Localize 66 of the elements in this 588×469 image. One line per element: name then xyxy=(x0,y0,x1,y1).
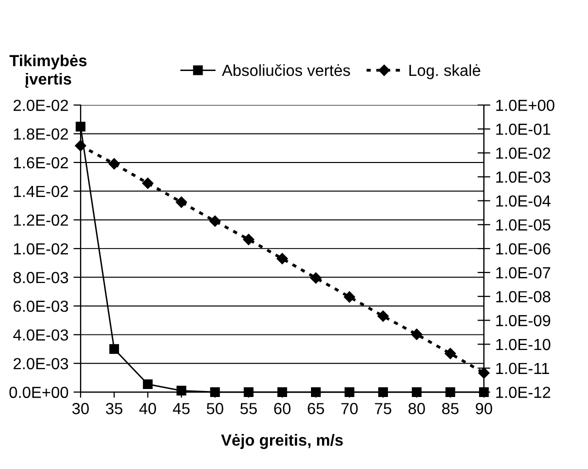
x-tick-label: 80 xyxy=(408,402,425,414)
point xyxy=(378,387,388,397)
y2-tick-label: 1.0E-06 xyxy=(496,243,550,255)
point xyxy=(310,272,322,284)
x-tick-label: 60 xyxy=(274,402,290,414)
point xyxy=(276,253,288,264)
y-tick-label: 8.0E-03 xyxy=(14,272,68,284)
y-tick-label: 1.4E-02 xyxy=(14,186,68,198)
x-tick-label: 50 xyxy=(206,402,224,414)
y-tick-label: 2.0E-02 xyxy=(14,100,68,111)
y2-tick-label: 1.0E-05 xyxy=(496,219,550,231)
point xyxy=(142,379,153,390)
x-axis-title: Vėjo greitis, m/s xyxy=(221,434,343,450)
y-tick-label: 4.0E-03 xyxy=(13,329,68,341)
x-tick-label: 45 xyxy=(172,403,190,414)
y2-tick-label: 1.0E-12 xyxy=(496,386,550,398)
x-tick-label: 75 xyxy=(375,403,392,414)
legend-label: Absoliučios vertės xyxy=(222,64,350,76)
y2-tick-label: 1.0E-03 xyxy=(496,171,550,183)
point xyxy=(445,387,456,397)
point xyxy=(310,387,321,397)
point xyxy=(74,140,86,152)
y2-tick-label: 1.0E-09 xyxy=(496,314,550,326)
point xyxy=(76,122,86,132)
y2-tick-label: 1.0E-01 xyxy=(496,124,550,135)
point xyxy=(411,328,422,340)
y-axis-title: Tikimybės įvertis xyxy=(10,54,87,88)
point xyxy=(344,291,356,303)
y2-tick-label: 1.0E-10 xyxy=(496,338,550,350)
y2-tick-label: 1.0E-07 xyxy=(496,267,550,278)
point xyxy=(209,216,221,227)
point xyxy=(210,387,220,397)
point xyxy=(176,196,188,208)
y2-tick-label: 1.0E-08 xyxy=(496,291,550,302)
point xyxy=(142,178,154,189)
y-tick-label: 1.6E-02 xyxy=(14,157,68,168)
y-tick-label: 1.8E-02 xyxy=(14,128,68,140)
point xyxy=(108,158,120,170)
y-tick-label: 6.0E-03 xyxy=(14,300,68,312)
x-tick-label: 55 xyxy=(240,403,257,414)
y2-tick-label: 1.0E-04 xyxy=(496,195,551,207)
point xyxy=(243,234,254,246)
point xyxy=(478,367,490,379)
point xyxy=(412,387,422,397)
point xyxy=(377,310,389,322)
y-tick-label: 2.0E-03 xyxy=(14,358,68,370)
y-tick-label: 0.0E+00 xyxy=(9,386,68,398)
y2-tick-label: 1.0E-11 xyxy=(496,362,550,374)
point xyxy=(109,344,120,354)
point xyxy=(277,387,288,397)
y-tick-label: 1.2E-02 xyxy=(14,214,68,226)
x-tick-label: 90 xyxy=(476,402,492,414)
point xyxy=(244,387,254,397)
y2-tick-label: 1.0E-02 xyxy=(496,148,550,159)
legend-label: Log. skalė xyxy=(409,64,480,80)
x-tick-label: 70 xyxy=(341,402,358,414)
x-tick-label: 40 xyxy=(139,402,156,414)
point xyxy=(344,387,354,397)
x-tick-label: 85 xyxy=(442,402,459,414)
point xyxy=(444,348,456,360)
x-tick-label: 65 xyxy=(308,402,324,414)
x-tick-label: 35 xyxy=(106,402,122,414)
y2-tick-label: 1.0E+00 xyxy=(496,100,554,111)
y-tick-label: 1.0E-02 xyxy=(14,243,68,255)
x-tick-label: 30 xyxy=(72,402,89,414)
point xyxy=(176,386,186,396)
